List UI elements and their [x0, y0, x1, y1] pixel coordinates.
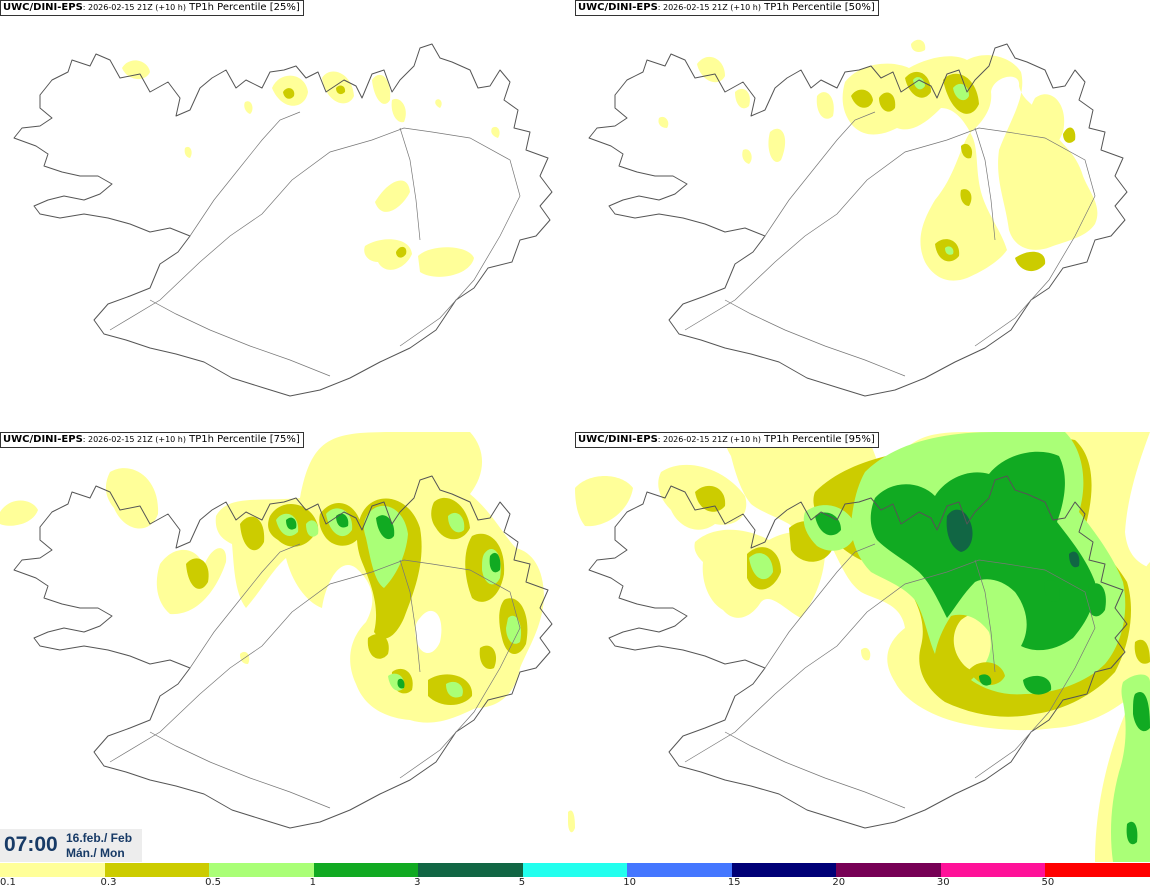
colorbar-tick-label: 10 — [623, 877, 636, 888]
colorbar-segment — [313, 863, 419, 877]
colorbar-segment — [104, 863, 210, 877]
map-panel-p25: UWC/DINI-EPS: 2026-02-15 21Z (+10 h) TP1… — [0, 0, 575, 430]
precip-map — [575, 432, 1150, 862]
colorbar-tick-label: 3 — [414, 877, 421, 888]
colorbar-segment — [209, 863, 314, 877]
road-network — [684, 111, 1096, 377]
iceland-coastline — [13, 43, 553, 397]
run-time: : 2026-02-15 21Z (+10 h) — [82, 3, 186, 12]
iceland-coastline — [588, 43, 1128, 397]
precip-contours — [575, 432, 1150, 862]
panel-title: UWC/DINI-EPS: 2026-02-15 21Z (+10 h) TP1… — [575, 432, 879, 448]
colorbar-tick-label: 1 — [309, 877, 316, 888]
run-time: : 2026-02-15 21Z (+10 h) — [657, 435, 761, 444]
run-time: : 2026-02-15 21Z (+10 h) — [657, 3, 761, 12]
valid-weekday: Mán./ Mon — [66, 846, 125, 860]
precip-map — [0, 432, 575, 833]
colorbar-tick-label: 0.1 — [0, 877, 16, 888]
colorbar-tick-label: 30 — [936, 877, 950, 888]
model-name: UWC/DINI-EPS — [578, 2, 658, 13]
colorbar-segment — [940, 863, 1046, 877]
colorbar-tick-label: 5 — [518, 877, 526, 888]
field-label: TP1h Percentile [50%] — [760, 2, 875, 13]
road-network — [109, 543, 521, 809]
road-network — [684, 543, 1096, 809]
run-time: : 2026-02-15 21Z (+10 h) — [82, 435, 186, 444]
iceland-coastline — [588, 475, 1128, 829]
field-label: TP1h Percentile [95%] — [760, 434, 875, 445]
iceland-coastline — [13, 475, 553, 829]
valid-date: 16.feb./ Feb — [66, 831, 133, 845]
precip-colorbar — [0, 863, 1150, 877]
colorbar-segment — [522, 863, 628, 877]
valid-time-box: 07:00 16.feb./ Feb Mán./ Mon — [0, 829, 142, 862]
precip-map — [13, 43, 553, 397]
precip-contours — [658, 39, 1098, 281]
colorbar-segment — [0, 863, 105, 877]
colorbar-tick-label: 50 — [1041, 877, 1055, 888]
panel-title: UWC/DINI-EPS: 2026-02-15 21Z (+10 h) TP1… — [0, 0, 304, 16]
map-panel-p95: UWC/DINI-EPS: 2026-02-15 21Z (+10 h) TP1… — [575, 432, 1150, 862]
panel-title: UWC/DINI-EPS: 2026-02-15 21Z (+10 h) TP1… — [0, 432, 304, 448]
colorbar-tick-label: 15 — [727, 877, 741, 888]
model-name: UWC/DINI-EPS — [578, 434, 658, 445]
model-name: UWC/DINI-EPS — [3, 2, 83, 13]
colorbar-tick-label: 0.5 — [205, 877, 221, 888]
colorbar-tick-label: 0.3 — [100, 877, 117, 888]
colorbar-segment — [627, 863, 732, 877]
precip-map — [588, 39, 1128, 397]
map-panel-p50: UWC/DINI-EPS: 2026-02-15 21Z (+10 h) TP1… — [575, 0, 1150, 430]
model-name: UWC/DINI-EPS — [3, 434, 83, 445]
precip-contours — [0, 432, 544, 723]
field-label: TP1h Percentile [75%] — [185, 434, 300, 445]
colorbar-segment — [731, 863, 837, 877]
colorbar-tick-label: 20 — [832, 877, 846, 888]
valid-time: 07:00 — [4, 833, 58, 856]
road-network — [109, 111, 521, 377]
field-label: TP1h Percentile [25%] — [185, 2, 300, 13]
colorbar-segment — [418, 863, 523, 877]
colorbar-tick-labels: 0.1 0.3 0.5 1 3 5 10 15 20 30 50 — [0, 877, 1150, 891]
colorbar-segment — [836, 863, 941, 877]
colorbar-segment — [1045, 863, 1150, 877]
precip-contours — [122, 60, 500, 277]
map-panel-p75: UWC/DINI-EPS: 2026-02-15 21Z (+10 h) TP1… — [0, 432, 575, 862]
panel-title: UWC/DINI-EPS: 2026-02-15 21Z (+10 h) TP1… — [575, 0, 879, 16]
